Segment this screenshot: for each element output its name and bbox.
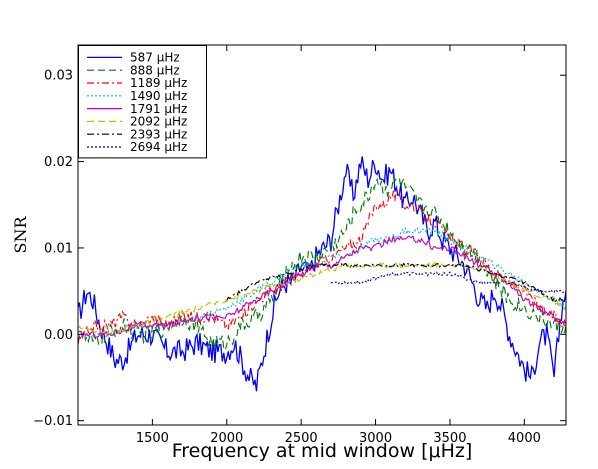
y-tick-label: 0.00 [44, 328, 73, 343]
legend-label: 2393 μHz [130, 127, 187, 141]
y-axis-label: SNR [11, 216, 30, 254]
series-line-1 [78, 175, 566, 352]
x-tick-label: 3000 [359, 431, 392, 446]
legend-label: 2092 μHz [130, 115, 187, 129]
series-line-7 [330, 271, 566, 294]
y-axis: −0.01 0.00 0.01 0.02 0.03 [33, 69, 566, 429]
series-line-4 [78, 235, 566, 340]
plot-frame [77, 44, 567, 426]
legend-box [78, 45, 207, 159]
y-tick-label: 0.03 [44, 69, 73, 84]
y-tick-label: 0.01 [44, 241, 73, 256]
y-tick-label: −0.01 [33, 414, 73, 429]
x-tick-label: 2500 [285, 431, 318, 446]
legend-label: 2694 μHz [130, 140, 187, 154]
series-line-6 [226, 262, 566, 303]
x-tick-label: 1500 [136, 431, 169, 446]
legend-label: 1791 μHz [130, 102, 187, 116]
legend-label: 1189 μHz [130, 76, 187, 90]
legend-label: 587 μHz [130, 51, 180, 65]
x-tick-label: 2000 [210, 431, 243, 446]
x-axis-label: Frequency at mid window [μHz] [172, 440, 473, 462]
legend-label: 1490 μHz [130, 89, 187, 103]
plot-lines [78, 156, 566, 392]
series-line-2 [78, 190, 566, 345]
y-tick-label: 0.02 [44, 155, 73, 170]
series-line-0 [78, 156, 566, 392]
x-tick-label: 4000 [508, 431, 541, 446]
x-axis: 1500 2000 2500 3000 3500 4000 [136, 45, 541, 446]
legend-label: 888 μHz [130, 63, 180, 77]
x-tick-label: 3500 [433, 431, 466, 446]
